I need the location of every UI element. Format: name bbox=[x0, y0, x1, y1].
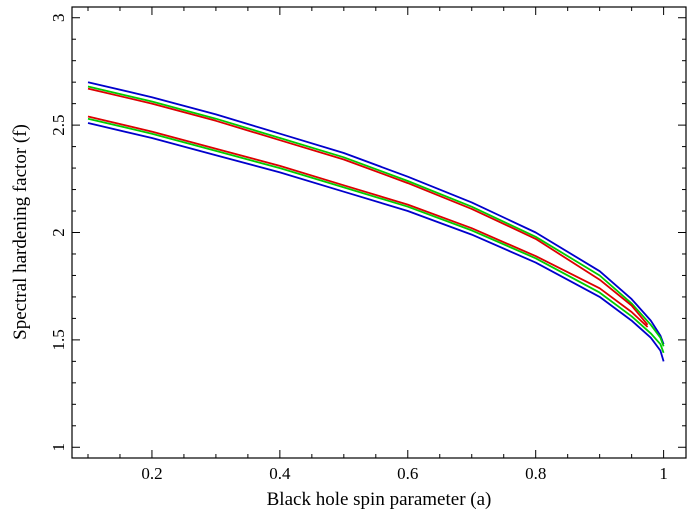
x-tick-label: 0.4 bbox=[269, 464, 291, 483]
x-tick-label: 0.6 bbox=[397, 464, 418, 483]
plot-frame bbox=[71, 6, 687, 459]
series-layer bbox=[87, 81, 665, 362]
x-tick-label: 1 bbox=[659, 464, 668, 483]
y-axis-label: Spectral hardening factor (f) bbox=[10, 124, 31, 340]
series-line bbox=[87, 115, 649, 328]
y-axis-ticks: 1 1.5 2 2.5 3 bbox=[49, 13, 686, 452]
series-line bbox=[87, 87, 649, 326]
series-line bbox=[87, 85, 665, 347]
y-tick-label: 2 bbox=[49, 228, 68, 237]
series-line bbox=[87, 81, 665, 345]
y-tick-label: 3 bbox=[49, 13, 68, 22]
x-tick-label: 0.2 bbox=[141, 464, 162, 483]
y-tick-label: 2.5 bbox=[49, 114, 68, 135]
x-axis-ticks: 0.2 0.4 0.6 0.8 1 bbox=[87, 7, 668, 483]
y-tick-label: 1 bbox=[49, 443, 68, 452]
x-axis-label: Black hole spin parameter (a) bbox=[267, 489, 492, 510]
series-line bbox=[87, 117, 665, 354]
series-line bbox=[87, 122, 665, 362]
x-tick-label: 0.8 bbox=[525, 464, 546, 483]
y-tick-label: 1.5 bbox=[49, 329, 68, 350]
